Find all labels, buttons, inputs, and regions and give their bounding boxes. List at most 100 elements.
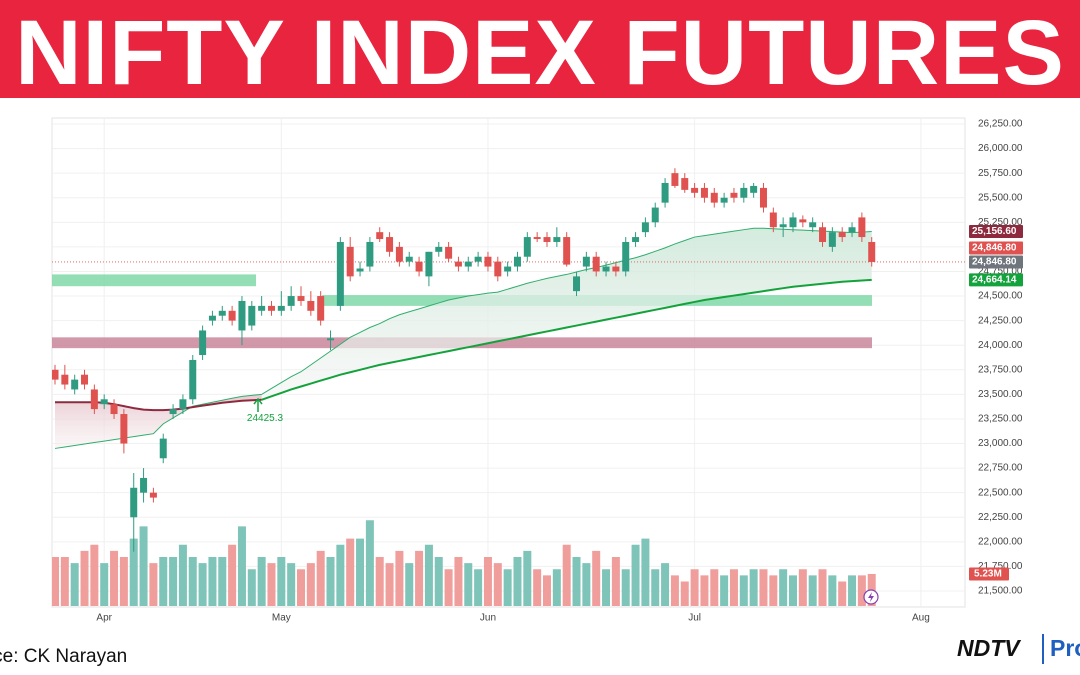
candle-body — [543, 237, 551, 242]
volume-bar — [611, 557, 620, 606]
volume-bar — [178, 544, 187, 606]
candle-body — [415, 261, 423, 272]
candle-body — [140, 477, 148, 493]
y-tick-label: 22,750.00 — [978, 463, 1023, 474]
volume-bar — [228, 544, 237, 606]
volume-bar — [444, 569, 453, 606]
candle-body — [356, 268, 364, 272]
volume-bar — [513, 557, 522, 606]
candle-body — [169, 409, 177, 415]
candle-body — [228, 310, 236, 321]
volume-bar — [454, 557, 463, 606]
candle-body — [258, 305, 266, 311]
candle-body — [504, 266, 512, 272]
volume-bar — [651, 569, 660, 606]
x-tick-label: May — [272, 613, 291, 624]
candle-body — [651, 207, 659, 223]
candle-body — [759, 187, 767, 208]
volume-bar — [838, 581, 847, 606]
candle-body — [317, 296, 325, 321]
volume-bar — [789, 575, 797, 606]
candle-body — [484, 256, 492, 267]
candle-body — [208, 315, 216, 321]
volume-bar — [110, 550, 119, 606]
candle-body — [494, 261, 502, 277]
candle-body — [632, 237, 640, 242]
y-tick-label: 25,750.00 — [978, 168, 1023, 179]
candle-body — [445, 246, 453, 259]
ma-cloud — [261, 228, 872, 400]
candle-body — [740, 187, 748, 198]
chart-title: NIFTY INDEX FUTURES — [15, 2, 1065, 104]
volume-bar — [90, 544, 99, 606]
candle-body — [425, 251, 433, 277]
y-tick-label: 25,500.00 — [978, 192, 1023, 203]
volume-bar — [326, 557, 335, 606]
plot — [52, 118, 965, 607]
volume-bar — [661, 563, 670, 606]
candle-body — [376, 232, 384, 240]
candle-body — [61, 374, 69, 385]
candle-body — [307, 300, 315, 311]
volume-bar — [247, 569, 256, 606]
candle-body — [592, 256, 600, 272]
volume-bar — [208, 557, 217, 606]
price-tag-label: 24,846.80 — [972, 257, 1017, 268]
brand: NDTV — [957, 635, 1021, 661]
moving-average — [261, 278, 872, 401]
price-tag — [969, 273, 1023, 287]
volume-bar — [769, 575, 778, 606]
volume-bar — [848, 575, 857, 606]
candle-body — [700, 187, 708, 198]
x-tick-label: Jul — [688, 613, 701, 624]
source: Source: CK Narayan — [0, 646, 127, 667]
volume-bar — [139, 526, 148, 606]
price-tag-label: 24,846.80 — [972, 243, 1017, 254]
volume-bar — [749, 569, 758, 606]
volume-bar — [346, 538, 355, 606]
candle-body — [159, 438, 167, 459]
candle-body — [100, 399, 108, 405]
volume-bar — [621, 569, 630, 606]
volume-tag-label: 5.23M — [974, 569, 1002, 580]
volume-bar — [297, 569, 305, 606]
volume-bar — [70, 563, 79, 606]
zone — [52, 274, 256, 287]
y-tick-label: 23,250.00 — [978, 414, 1023, 425]
candle-body — [287, 296, 295, 306]
candle-body — [238, 300, 246, 331]
volume-bar — [395, 550, 404, 606]
y-axis: 21,500.00 21,750.00 22,000.00 22,250.00 22,5… — [978, 119, 1023, 597]
candle-body — [720, 197, 728, 203]
annotation-arrowhead — [253, 397, 263, 405]
candle-body — [386, 237, 394, 252]
title-banner — [0, 0, 1080, 98]
volume-bar — [149, 563, 158, 606]
volume-bar — [759, 569, 768, 606]
candle-body — [52, 369, 59, 380]
y-tick-label: 23,750.00 — [978, 364, 1023, 375]
y-tick-label: 23,000.00 — [978, 438, 1023, 449]
volume-bar — [464, 563, 473, 606]
volume-bar — [818, 569, 827, 606]
candle-body — [868, 241, 876, 262]
candle-body — [81, 374, 89, 385]
candle-body — [838, 232, 846, 238]
candle-body — [789, 217, 797, 228]
volume-bar — [474, 569, 483, 606]
candle-body — [464, 261, 472, 267]
y-tick-label: 23,500.00 — [978, 389, 1023, 400]
volume-bar — [562, 544, 571, 606]
volume-bar — [808, 575, 817, 606]
candle-body — [553, 237, 561, 242]
candle-body — [730, 192, 738, 198]
x-tick-label: Jun — [480, 613, 496, 624]
candle-body — [622, 241, 630, 272]
volume-bar — [680, 581, 689, 606]
volume-bar — [828, 575, 837, 606]
candle-body — [149, 492, 157, 498]
y-tick-label: 24,750.00 — [978, 266, 1023, 277]
candle-body — [130, 487, 138, 518]
candle-body — [474, 256, 482, 262]
